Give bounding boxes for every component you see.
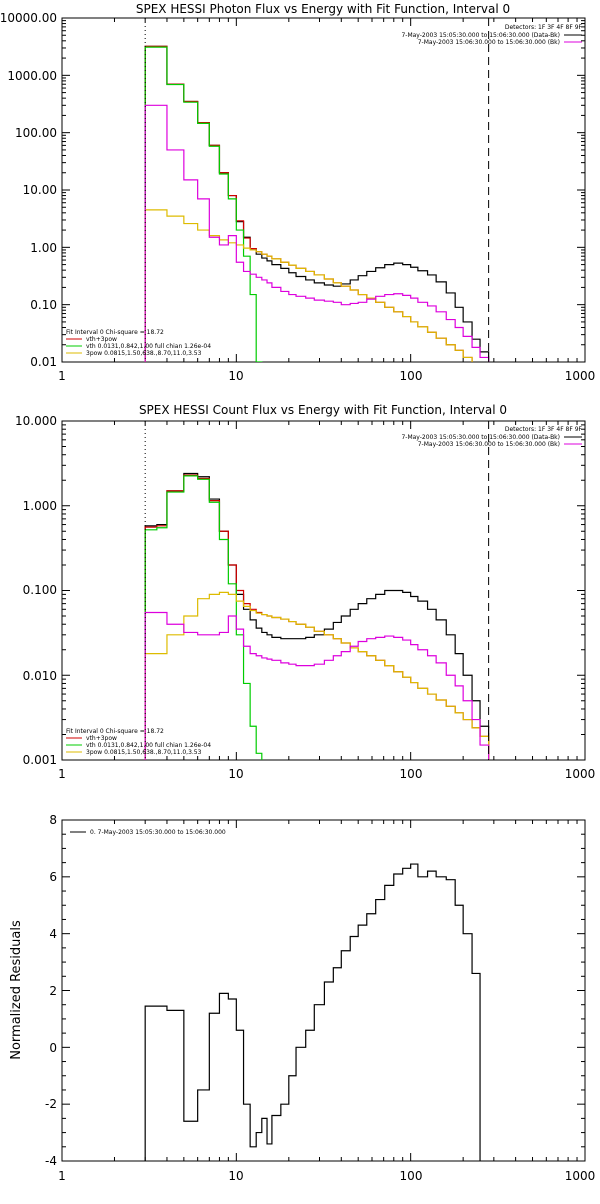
- count-flux-chart: SPEX HESSI Count Flux vs Energy with Fit…: [15, 403, 595, 781]
- residuals-series: [144, 863, 481, 1161]
- residuals-legend-entry: 0. 7-May-2003 15:05:30.000 to 15:06:30.0…: [90, 829, 226, 836]
- residuals-y-tick-label: 6: [49, 870, 57, 884]
- series-vth-line: [144, 475, 263, 760]
- photon-y-tick-label: 10.00: [23, 183, 57, 197]
- photon-y-tick-label: 1000.00: [7, 69, 57, 83]
- residuals-x-tick-label: 100: [400, 1169, 423, 1183]
- count-legend-entry: 3pow 0.0815,1.50,638.,8.70,11.0,3.53: [86, 749, 202, 756]
- photon-x-tick-label: 10: [228, 369, 243, 383]
- photon-detectors-label: Detectors: 1F 3F 4F 8F 9F: [505, 24, 583, 31]
- series-data-bk-line: [144, 45, 490, 362]
- residuals-chart: -4 -2 0 2 4 6 8 1 10 100 1000 Normalized…: [9, 813, 595, 1183]
- count-series: [144, 472, 490, 760]
- count-y-tick-labels: 0.001 0.010 0.100 1.000 10.000: [15, 414, 57, 767]
- photon-flux-chart: SPEX HESSI Photon Flux vs Energy with Fi…: [0, 2, 595, 383]
- count-fit-header: Fit Interval 0 Chi-square = 18.72: [66, 728, 164, 735]
- count-x-tick-label: 1000: [565, 767, 596, 781]
- photon-legend-entry: vth 0.0131,0.842,1.00 full chian 1.26e-0…: [86, 343, 211, 350]
- count-y-tick-label: 1.000: [23, 499, 57, 513]
- residuals-y-axis-label: Normalized Residuals: [9, 920, 24, 1060]
- residuals-x-tick-labels: 1 10 100 1000: [58, 1169, 595, 1183]
- count-axis-ticks: [61, 420, 586, 761]
- residuals-x-tick-label: 1: [58, 1169, 66, 1183]
- residuals-axis-ticks: [61, 819, 586, 1162]
- count-interval-label: 7-May-2003 15:05:30.000 to 15:06:30.000 …: [401, 434, 560, 441]
- photon-fit-legend: Fit Interval 0 Chi-square = 18.72 vth+3p…: [66, 329, 211, 357]
- count-detectors-label: Detectors: 1F 3F 4F 8F 9F: [505, 426, 583, 433]
- count-plot-frame: [61, 420, 586, 761]
- photon-legend-entry: 3pow 0.0815,1.50,638.,8.70,11.0,3.53: [86, 350, 202, 357]
- photon-interval-label: 7-May-2003 15:06:30.000 to 15:06:30.000 …: [418, 39, 560, 46]
- residuals-legend: 0. 7-May-2003 15:05:30.000 to 15:06:30.0…: [70, 829, 226, 836]
- photon-x-tick-label: 100: [400, 369, 423, 383]
- photon-fit-header: Fit Interval 0 Chi-square = 18.72: [66, 329, 164, 336]
- count-x-tick-label: 1: [58, 767, 66, 781]
- series-vth-3pow-line: [144, 45, 473, 362]
- residuals-x-tick-label: 10: [228, 1169, 243, 1183]
- residuals-plot-frame: [61, 819, 586, 1162]
- residuals-y-tick-label: 2: [49, 984, 57, 998]
- photon-plot-frame: [61, 17, 586, 363]
- count-x-tick-labels: 1 10 100 1000: [58, 767, 595, 781]
- series-vth-3pow-line: [144, 474, 490, 760]
- photon-series: [144, 45, 490, 362]
- photon-y-tick-label: 0.01: [30, 355, 57, 369]
- series-3pow-line: [144, 591, 490, 760]
- count-interval-label: 7-May-2003 15:06:30.000 to 15:06:30.000 …: [418, 441, 560, 448]
- photon-y-tick-label: 1.00: [30, 241, 57, 255]
- residuals-y-tick-label: 0: [49, 1041, 57, 1055]
- residuals-y-tick-label: -4: [45, 1154, 57, 1168]
- photon-y-tick-label: 0.10: [30, 298, 57, 312]
- photon-vlines: [144, 18, 490, 362]
- photon-x-tick-labels: 1 10 100 1000: [58, 369, 595, 383]
- photon-axis-ticks: [61, 17, 586, 363]
- series-0--line: [144, 863, 481, 1161]
- count-fit-legend: Fit Interval 0 Chi-square = 18.72 vth+3p…: [66, 728, 211, 756]
- count-x-tick-label: 10: [228, 767, 243, 781]
- series-data-bk-line: [144, 472, 490, 760]
- photon-x-tick-label: 1: [58, 369, 66, 383]
- count-info-box: Detectors: 1F 3F 4F 8F 9F 7-May-2003 15:…: [401, 426, 582, 448]
- count-legend-entry: vth 0.0131,0.842,1.00 full chian 1.26e-0…: [86, 742, 211, 749]
- count-y-tick-label: 0.010: [23, 669, 57, 683]
- residuals-y-tick-labels: -4 -2 0 2 4 6 8: [45, 813, 57, 1168]
- residuals-y-tick-label: -2: [45, 1097, 57, 1111]
- residuals-y-tick-label: 4: [49, 927, 57, 941]
- series-vth-line: [144, 46, 263, 362]
- photon-chart-title: SPEX HESSI Photon Flux vs Energy with Fi…: [136, 2, 510, 16]
- photon-x-tick-label: 1000: [565, 369, 596, 383]
- photon-y-tick-label: 100.00: [15, 126, 57, 140]
- photon-y-tick-labels: 0.01 0.10 1.00 10.00 100.00 1000.00 1000…: [0, 11, 57, 369]
- count-y-tick-label: 0.001: [23, 753, 57, 767]
- photon-y-tick-label: 10000.00: [0, 11, 57, 25]
- residuals-y-tick-label: 8: [49, 813, 57, 827]
- count-chart-title: SPEX HESSI Count Flux vs Energy with Fit…: [139, 403, 507, 417]
- photon-interval-label: 7-May-2003 15:05:30.000 to 15:06:30.000 …: [401, 32, 560, 39]
- series-bk-line: [144, 104, 490, 362]
- count-y-tick-label: 10.000: [15, 414, 57, 428]
- count-y-tick-label: 0.100: [23, 583, 57, 597]
- residuals-x-tick-label: 1000: [565, 1169, 596, 1183]
- count-legend-entry: vth+3pow: [86, 735, 117, 742]
- photon-info-box: Detectors: 1F 3F 4F 8F 9F 7-May-2003 15:…: [401, 24, 582, 46]
- series-bk-line: [144, 611, 490, 760]
- photon-legend-entry: vth+3pow: [86, 336, 117, 343]
- count-vlines: [144, 421, 490, 760]
- count-x-tick-label: 100: [400, 767, 423, 781]
